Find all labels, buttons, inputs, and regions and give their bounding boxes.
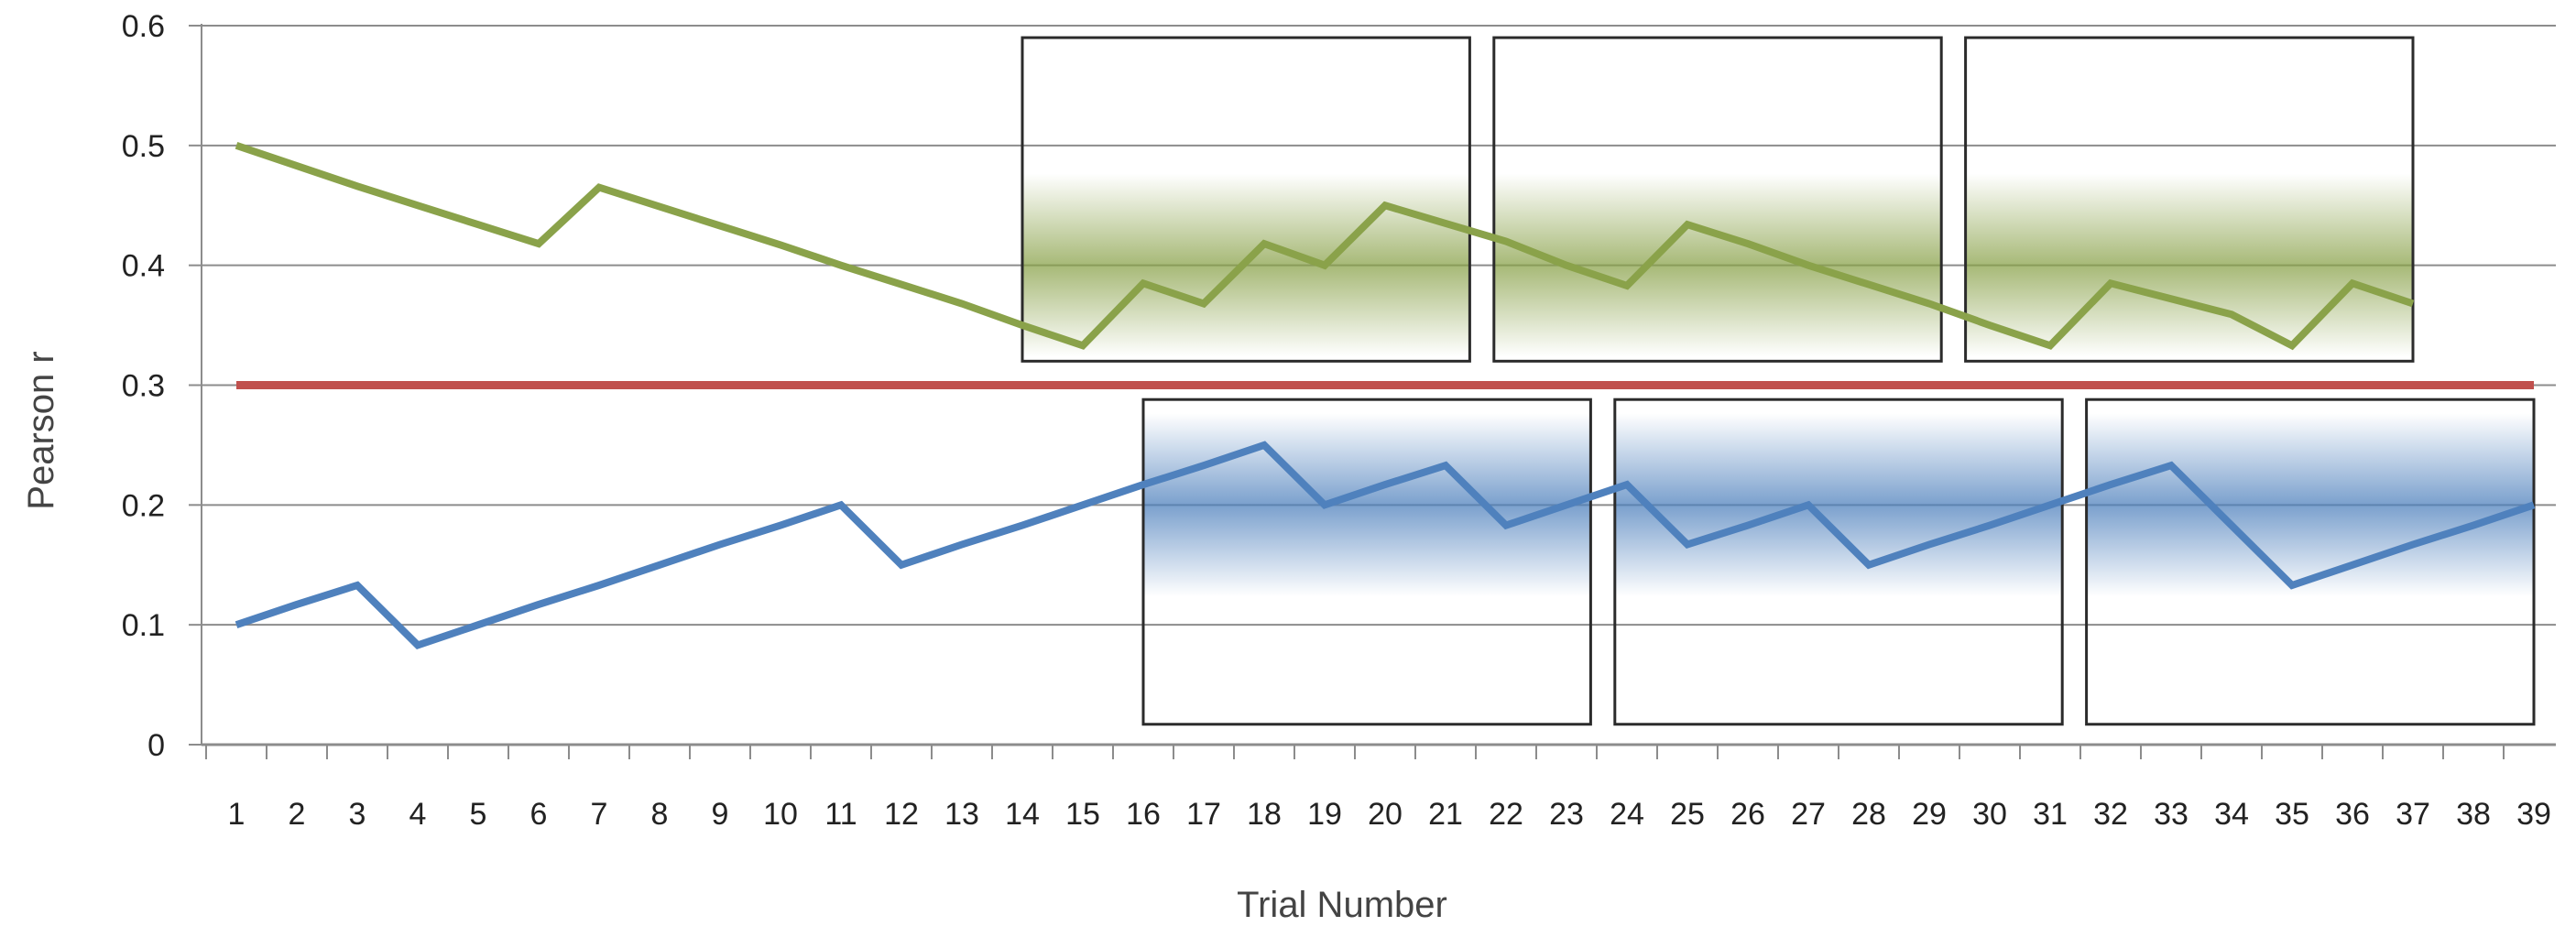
x-tick-label: 30 (1972, 797, 2007, 832)
highlight-boxes (1021, 36, 2536, 726)
x-tick-label: 5 (470, 797, 487, 832)
highlight-band (1965, 173, 2413, 357)
x-tick-label: 38 (2456, 797, 2491, 832)
x-tick-label: 2 (289, 797, 306, 832)
x-tick-label: 39 (2516, 797, 2551, 832)
x-tick-label: 20 (1368, 797, 1403, 832)
x-tick-label: 9 (712, 797, 729, 832)
y-tick-label: 0.4 (122, 249, 165, 284)
y-tick-label: 0.2 (122, 488, 165, 523)
highlight-box (1613, 398, 2064, 726)
y-axis-title: Pearson r (21, 351, 61, 509)
highlight-box (1021, 36, 1471, 363)
y-tick-label: 0.1 (122, 608, 165, 643)
x-tick-label: 29 (1912, 797, 1947, 832)
x-tick-label: 18 (1247, 797, 1282, 832)
x-tick-label: 6 (530, 797, 548, 832)
x-axis-title: Trial Number (1237, 885, 1447, 925)
x-tick-label: 19 (1307, 797, 1342, 832)
x-tick-label: 25 (1670, 797, 1705, 832)
x-tick-label: 3 (349, 797, 366, 832)
x-tick-label: 14 (1005, 797, 1040, 832)
x-tick-label: 21 (1428, 797, 1463, 832)
highlight-band (2086, 413, 2534, 597)
x-tick-label: 34 (2214, 797, 2249, 832)
x-tick-label: 28 (1851, 797, 1886, 832)
x-tick-label: 13 (944, 797, 979, 832)
x-tick-label: 12 (884, 797, 919, 832)
highlight-box (2085, 398, 2536, 726)
x-tick-label: 36 (2335, 797, 2370, 832)
highlight-box (1492, 36, 1943, 363)
x-tick-label: 8 (651, 797, 669, 832)
series-line-2 (235, 441, 2536, 649)
x-tick-label: 15 (1065, 797, 1100, 832)
x-tick-label: 22 (1489, 797, 1523, 832)
y-tick-label: 0 (147, 728, 165, 763)
x-tick-label: 27 (1791, 797, 1826, 832)
y-tick-label: 0.5 (122, 129, 165, 164)
x-tick-label: 32 (2093, 797, 2128, 832)
y-tick-label: 0.3 (122, 369, 165, 404)
x-tick-label: 4 (409, 797, 427, 832)
series-line-0 (235, 142, 2415, 351)
x-tick-label: 23 (1549, 797, 1584, 832)
x-tick-label: 33 (2154, 797, 2189, 832)
axes: 00.10.20.30.40.50.61 2 3 4 5 6 7 8 9 10 11 12 13 14 15… (122, 9, 2556, 832)
series-lines (235, 142, 2536, 649)
x-tick-label: 7 (591, 797, 608, 832)
x-tick-label: 11 (824, 797, 857, 832)
x-tick-label: 17 (1186, 797, 1221, 832)
x-tick-label: 1 (228, 797, 246, 832)
x-tick-label: 31 (2033, 797, 2068, 832)
highlight-band (1614, 413, 2063, 597)
x-tick-label: 26 (1730, 797, 1765, 832)
y-tick-label: 0.6 (122, 9, 165, 44)
x-tick-label: 16 (1126, 797, 1161, 832)
highlight-band (1143, 413, 1591, 597)
x-tick-label: 37 (2396, 797, 2430, 832)
x-tick-label: 10 (763, 797, 798, 832)
highlight-box (1964, 36, 2415, 363)
x-tick-label: 35 (2275, 797, 2309, 832)
x-tick-label: 24 (1610, 797, 1644, 832)
highlight-box (1141, 398, 1592, 726)
